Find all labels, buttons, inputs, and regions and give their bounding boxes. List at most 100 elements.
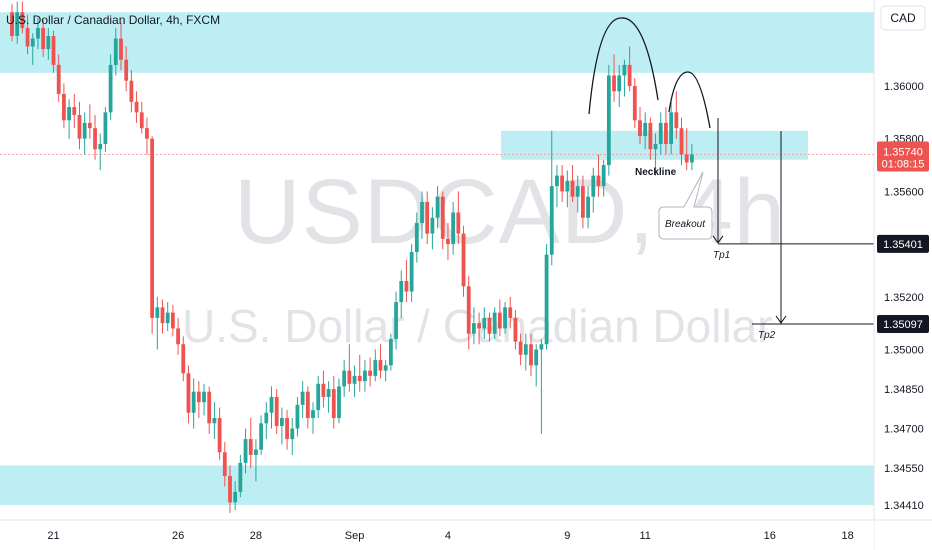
candle [570, 165, 575, 202]
candle [191, 378, 196, 429]
candle [617, 64, 622, 108]
head-arc [588, 17, 659, 115]
candle-body [108, 64, 113, 113]
candle-body [555, 175, 559, 187]
candle [15, 1, 20, 44]
right-shoulder-arc [668, 71, 711, 129]
candle [347, 344, 352, 392]
candle-body [67, 107, 71, 121]
price-tick-label: 1.36000 [884, 81, 924, 93]
candle-body [503, 307, 507, 329]
candle [446, 223, 450, 260]
candle-body [243, 439, 248, 463]
candle [264, 402, 269, 440]
neckline-label: Neckline [635, 167, 677, 178]
candle [622, 59, 627, 97]
candle-body [648, 122, 653, 150]
candle-body [612, 75, 616, 92]
price-axis[interactable] [874, 0, 932, 520]
candle [440, 191, 445, 250]
price-tick-label: 1.34700 [884, 424, 924, 436]
candle-body [337, 386, 341, 419]
candle-body [46, 35, 51, 50]
candle-body [217, 418, 222, 453]
candle [601, 159, 606, 197]
candle [326, 381, 331, 413]
candle-body [207, 391, 212, 424]
candle [233, 481, 238, 511]
candle [207, 386, 212, 434]
candle [279, 407, 284, 445]
candle-body [497, 312, 502, 329]
time-axis[interactable] [0, 520, 874, 550]
candle [196, 381, 201, 419]
currency-button[interactable]: CAD [880, 5, 926, 31]
candle [684, 128, 689, 171]
candle-body [170, 312, 175, 329]
candle-body [409, 252, 414, 292]
candle [72, 93, 77, 129]
currency-button-label[interactable]: CAD [890, 11, 916, 25]
candle-body [41, 28, 46, 50]
candle [534, 344, 539, 387]
candle [62, 83, 66, 129]
candle [612, 54, 616, 102]
candle-body [617, 75, 622, 92]
candle [648, 117, 653, 160]
candle [36, 17, 40, 50]
candle-body [311, 410, 315, 419]
candle [352, 365, 357, 397]
candle [482, 307, 487, 339]
candle [674, 91, 679, 139]
candle-body [664, 122, 668, 144]
candle-body [181, 344, 186, 374]
candle [290, 418, 295, 455]
candle [87, 104, 92, 139]
candle [295, 396, 300, 437]
candle [497, 299, 502, 337]
candle [669, 101, 674, 155]
time-tick-label: 4 [445, 530, 451, 542]
candle-body [466, 286, 471, 334]
current-price-tag [877, 141, 929, 172]
candle-body [544, 254, 549, 345]
candle-body [196, 391, 201, 403]
candle [67, 99, 71, 139]
candle [139, 101, 144, 134]
candle-body [300, 391, 305, 405]
candle [404, 259, 409, 303]
breakout-label: Breakout [665, 219, 706, 230]
candle [679, 117, 684, 166]
candle [228, 465, 232, 513]
time-axis-ticks: 21 26 28 Sep 4 9 11 16 18 [47, 530, 853, 542]
candle [56, 54, 61, 102]
candle-body [145, 128, 149, 139]
candle [430, 207, 435, 250]
candle-body [529, 344, 533, 366]
candle [575, 175, 580, 213]
candle [549, 130, 554, 266]
candle [259, 415, 264, 455]
candle-body [363, 370, 367, 382]
currency-button-box[interactable] [880, 5, 926, 31]
breakout-callout [658, 171, 713, 240]
candle-body [518, 341, 523, 355]
candle-body [446, 238, 450, 245]
candle [581, 175, 585, 229]
candle-body [10, 12, 14, 36]
candle [254, 439, 258, 482]
candle-body [440, 196, 445, 239]
candle [518, 333, 523, 366]
candle-body [414, 223, 419, 253]
candle-body [15, 12, 20, 36]
time-tick-label: 28 [250, 530, 262, 542]
candle-body [565, 180, 570, 192]
candle [539, 338, 544, 434]
candle-body [72, 107, 77, 115]
candle-body [684, 154, 689, 163]
candle [300, 381, 305, 419]
candle [46, 28, 51, 60]
